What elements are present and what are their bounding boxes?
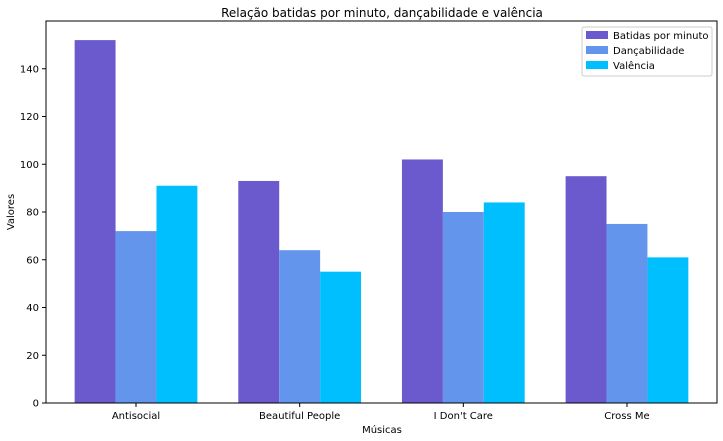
x-axis-label: Músicas	[362, 424, 402, 436]
legend-swatch	[586, 31, 608, 39]
legend-swatch	[586, 46, 608, 54]
legend-label: Dançabilidade	[613, 46, 684, 57]
legend-swatch	[586, 61, 608, 69]
y-tick-label: 80	[26, 208, 39, 219]
y-axis-label: Valores	[6, 194, 17, 230]
legend-label: Batidas por minuto	[613, 31, 709, 42]
bar-1-1	[74, 40, 116, 403]
bar-1-2	[238, 180, 280, 403]
x-tick-label: Beautiful People	[259, 411, 340, 422]
bars-group	[74, 40, 689, 403]
x-tick-label: I Don't Care	[434, 411, 493, 422]
y-tick-label: 40	[26, 303, 39, 314]
y-tick-label: 0	[33, 399, 39, 410]
y-tick-label: 20	[26, 351, 39, 362]
bar-3-3	[483, 202, 525, 403]
bar-3-1	[156, 185, 198, 403]
bar-3-2	[320, 271, 362, 403]
bar-1-3	[401, 159, 443, 403]
bar-1-4	[565, 176, 607, 403]
legend: Batidas por minuto Dançabilidade Valência	[581, 26, 713, 77]
y-tick-label: 140	[20, 64, 39, 75]
y-tick-label: 60	[26, 255, 39, 266]
x-tick-label: Antisocial	[112, 411, 160, 422]
y-axis: 0 20 40 60 80 100 120 140	[20, 64, 46, 410]
bar-2-1	[115, 231, 157, 403]
y-tick-label: 120	[20, 112, 39, 123]
legend-box	[581, 26, 713, 77]
bar-2-4	[606, 223, 648, 403]
y-tick-label: 100	[20, 160, 39, 171]
bar-2-3	[442, 212, 484, 403]
chart-title: Relação batidas por minuto, dançabilidad…	[221, 6, 543, 20]
x-tick-label: Cross Me	[604, 411, 649, 422]
bar-3-4	[647, 257, 689, 403]
bar-2-2	[279, 250, 321, 403]
x-axis: Antisocial Beautiful People I Don't Care Cr…	[112, 403, 650, 422]
legend-label: Valência	[613, 60, 655, 72]
